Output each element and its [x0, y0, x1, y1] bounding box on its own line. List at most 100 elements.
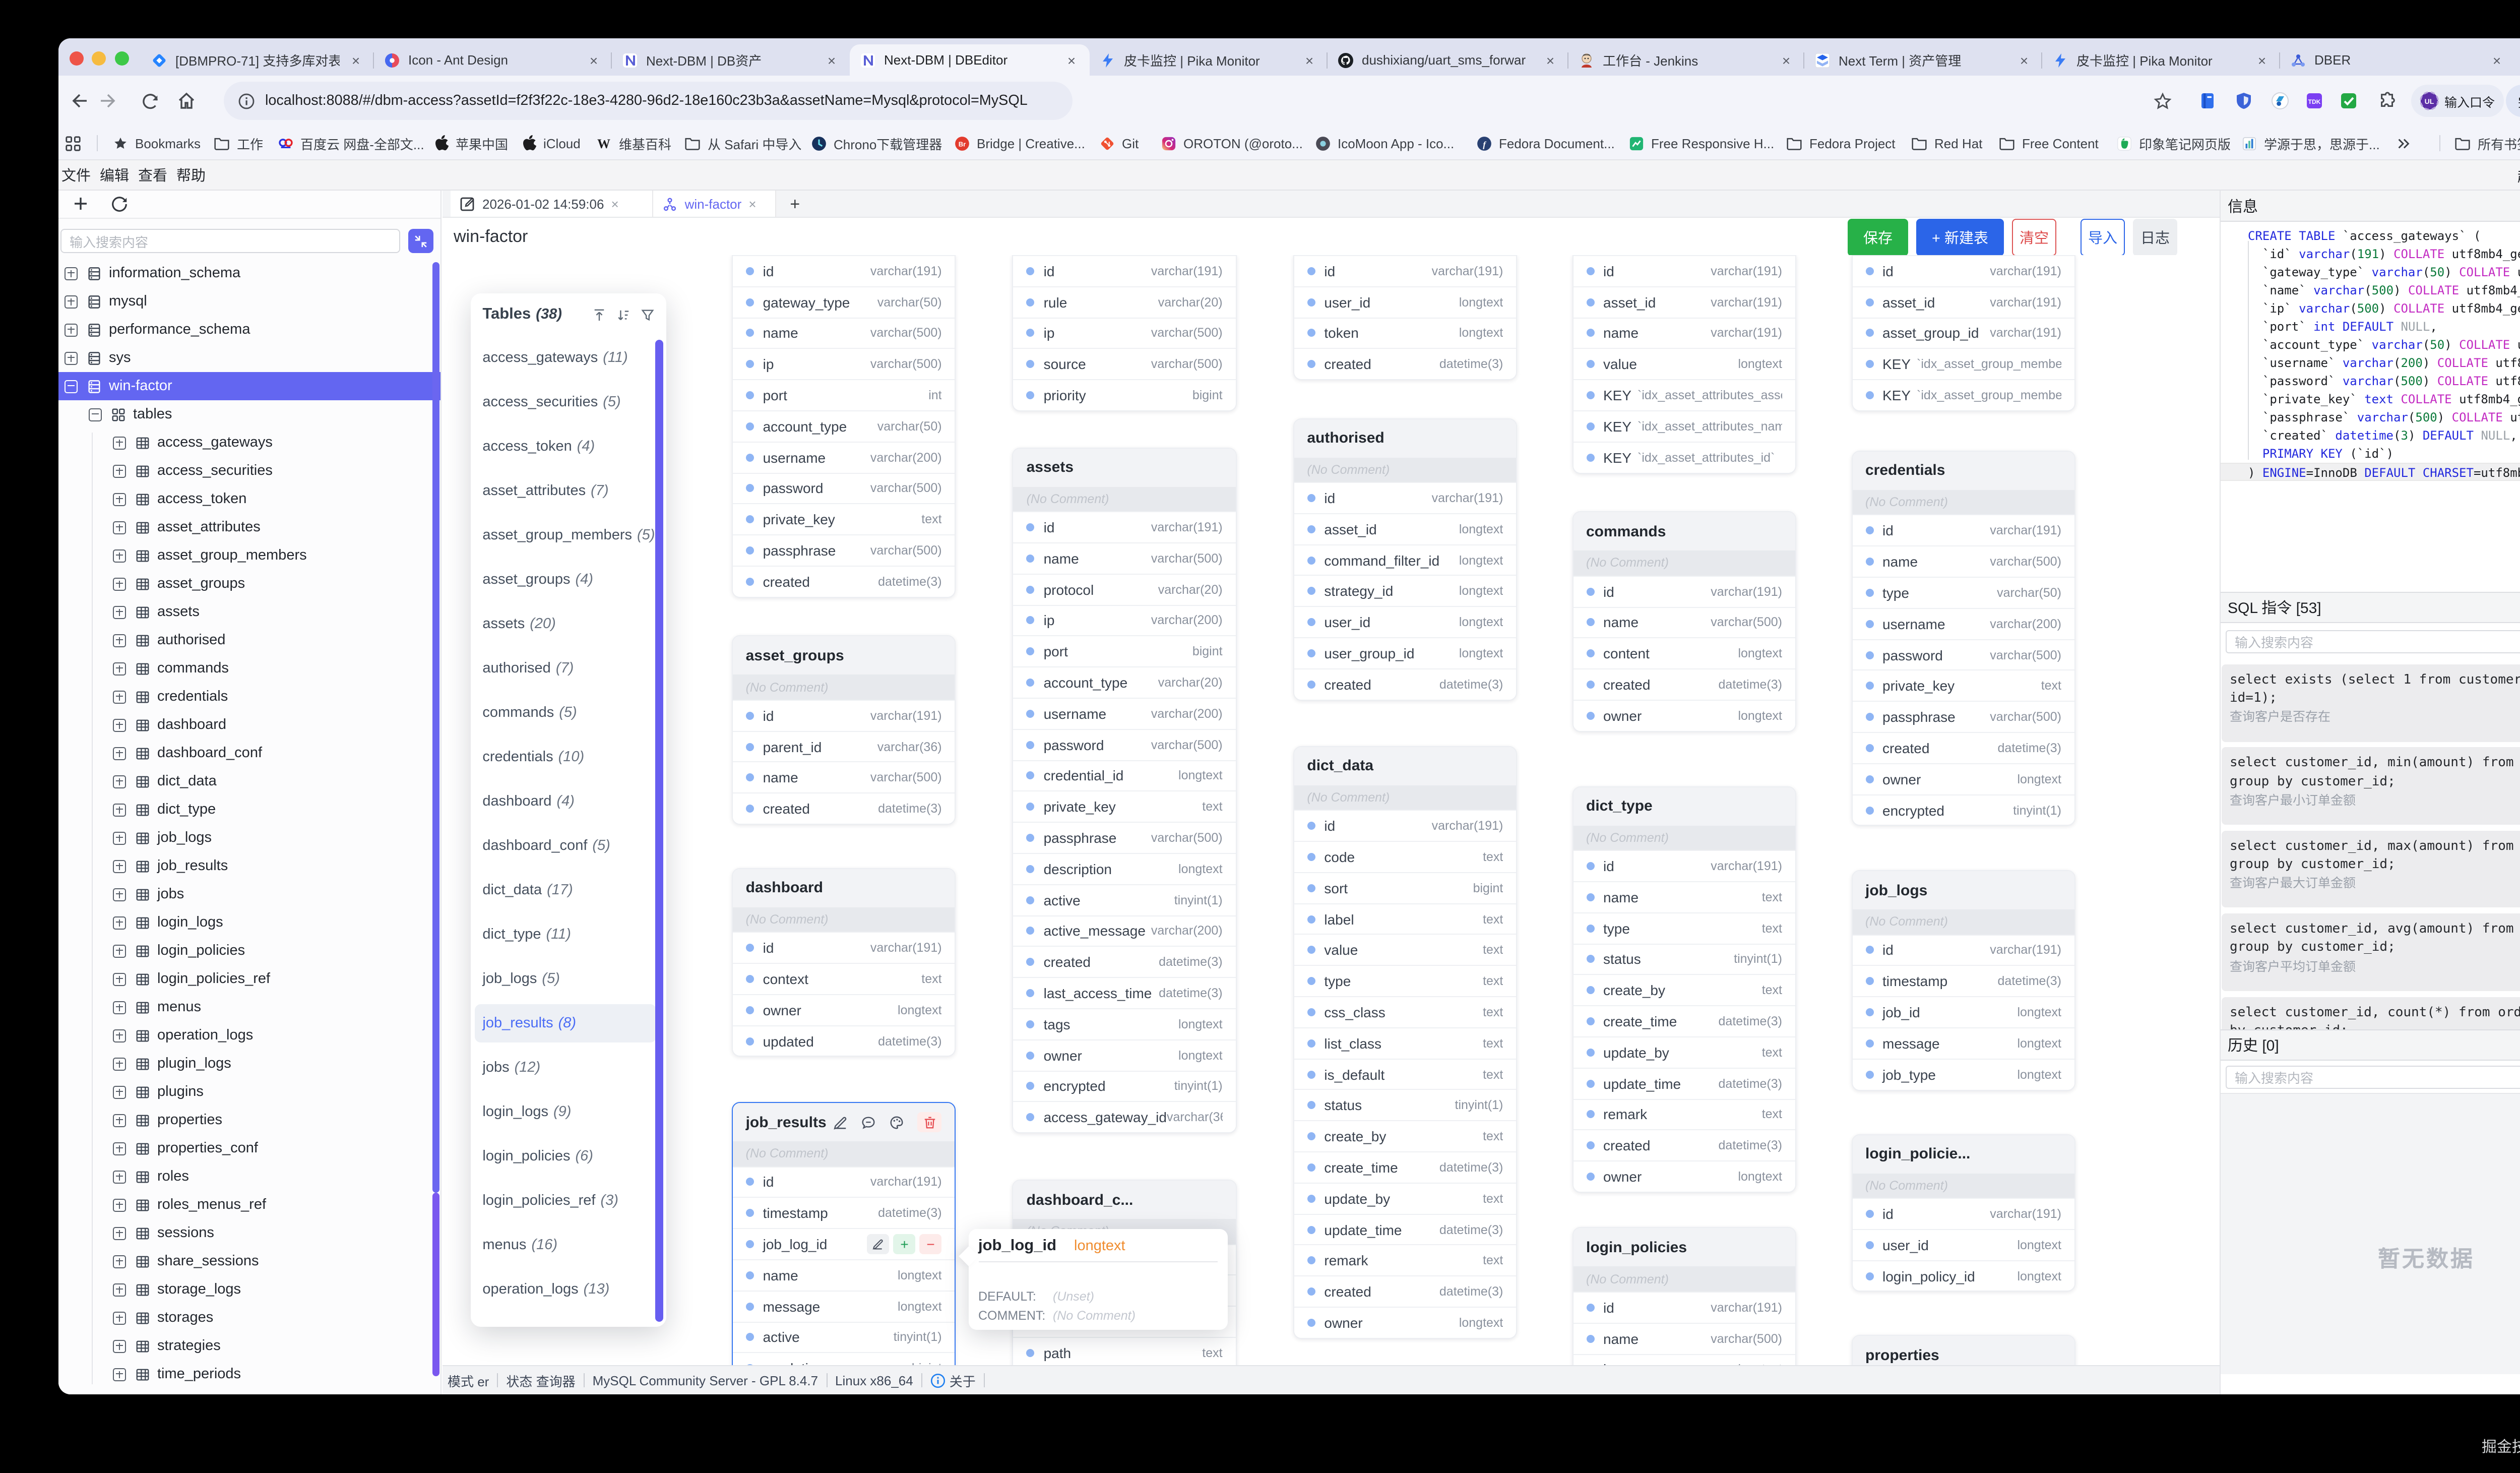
bookmark-10[interactable]: OROTON (@oroto...	[1161, 130, 1303, 156]
expander-icon[interactable]	[113, 577, 126, 590]
table-card-credentials[interactable]: credentials (No Comment) id varchar(191) nam…	[1851, 450, 2075, 826]
field-row[interactable]: type text	[1573, 912, 1795, 944]
card-title[interactable]: job_results	[732, 1103, 955, 1141]
field-row[interactable]: rule varchar(20)	[1013, 286, 1236, 318]
expander-icon[interactable]	[89, 408, 102, 421]
tree-item-time_periods[interactable]: time_periods	[58, 1360, 440, 1388]
tree-item-win-factor[interactable]: win-factor	[58, 372, 440, 400]
field-row[interactable]: username varchar(200)	[1013, 697, 1236, 729]
create-table-sql[interactable]: CREATE TABLE `access_gateways` ( `id` va…	[2221, 223, 2520, 592]
edit-table-icon[interactable]	[833, 1115, 848, 1130]
bookmark-3[interactable]: 苹果中国	[434, 130, 508, 156]
field-row[interactable]: active tinyint(1)	[732, 1321, 955, 1353]
field-row[interactable]: gateway_type varchar(50)	[732, 286, 955, 318]
panel-table-dict_type[interactable]: dict_type (11)	[470, 913, 666, 957]
expander-icon[interactable]	[65, 295, 78, 308]
field-row[interactable]: id varchar(191)	[1294, 810, 1517, 841]
browser-tab-8[interactable]: 皮卡监控 | Pika Monitor ×	[2042, 44, 2280, 76]
bookmark-16[interactable]: Free Content	[1999, 130, 2099, 156]
tree-item-login_logs[interactable]: login_logs	[58, 908, 440, 937]
address-bar[interactable]: localhost:8088/#/dbm-access?assetId=f2f3…	[224, 82, 1073, 120]
field-row[interactable]: create_time datetime(3)	[1573, 1005, 1795, 1036]
expander-icon[interactable]	[113, 690, 126, 703]
panel-table-dashboard[interactable]: dashboard (4)	[470, 780, 666, 824]
expander-icon[interactable]	[113, 747, 126, 760]
panel-table-access_gateways[interactable]: access_gateways (11)	[470, 336, 666, 381]
tree-item-authorised[interactable]: authorised	[58, 626, 440, 654]
table-card-dashboard[interactable]: dashboard (No Comment) id varchar(191) conte…	[731, 868, 956, 1057]
expander-icon[interactable]	[113, 521, 126, 534]
field-row[interactable]: created datetime(3)	[732, 792, 955, 824]
browser-tab-2[interactable]: Next-DBM | DB资产 ×	[612, 44, 850, 76]
field-row[interactable]: message longtext	[1852, 1027, 2074, 1059]
field-row[interactable]: list_class text	[1294, 1027, 1517, 1059]
tree-item-job_results[interactable]: job_results	[58, 852, 440, 880]
editor-tab-0[interactable]: 2026-01-02 14:59:06 ×	[450, 191, 654, 217]
field-row[interactable]: name varchar(500)	[1013, 542, 1236, 574]
field-row[interactable]: passphrase varchar(500)	[1013, 822, 1236, 853]
tab-close-button[interactable]: ×	[2492, 52, 2501, 68]
traffic-light-zoom[interactable]	[115, 51, 129, 66]
tree-item-sessions[interactable]: sessions	[58, 1219, 440, 1247]
field-row[interactable]: path text	[1013, 1336, 1236, 1365]
expander-icon[interactable]	[113, 1311, 126, 1324]
field-row[interactable]: username varchar(200)	[1852, 607, 2074, 639]
collapse-all-button[interactable]	[408, 229, 433, 253]
tree-item-menus[interactable]: menus	[58, 993, 440, 1021]
extension-notebook-icon[interactable]	[2196, 90, 2219, 112]
card-title[interactable]: asset_groups	[732, 636, 955, 675]
expander-icon[interactable]	[113, 1057, 126, 1070]
status-item-4[interactable]: 关于	[949, 1374, 976, 1389]
expander-icon[interactable]	[65, 323, 78, 336]
expander-icon[interactable]	[113, 1339, 126, 1353]
field-row[interactable]: name varchar(500)	[732, 317, 955, 348]
table-card-authorised[interactable]: authorised (No Comment) id varchar(191) asse…	[1293, 418, 1518, 701]
field-row[interactable]: create_time datetime(3)	[1294, 1151, 1517, 1183]
bookmark-13[interactable]: Free Responsive H...	[1629, 130, 1774, 156]
all-bookmarks-button[interactable]: 所有书签	[2454, 130, 2520, 156]
tree-item-share_sessions[interactable]: share_sessions	[58, 1247, 440, 1275]
panel-table-access_token[interactable]: access_token (4)	[470, 425, 666, 469]
update-chrome-pill[interactable]: 完成更新	[2506, 85, 2520, 117]
field-row[interactable]: port int	[732, 379, 955, 410]
card-title[interactable]: properties	[1852, 1336, 2074, 1365]
menu-1[interactable]: 编辑	[100, 168, 129, 185]
expander-icon[interactable]	[113, 605, 126, 619]
panel-table-authorised[interactable]: authorised (7)	[470, 647, 666, 691]
field-row[interactable]: private_key text	[732, 503, 955, 535]
panel-table-job_results[interactable]: job_results (8)	[470, 1002, 666, 1046]
field-row[interactable]: source varchar(500)	[1013, 348, 1236, 380]
browser-tab-4[interactable]: 皮卡监控 | Pika Monitor ×	[1090, 44, 1328, 76]
field-row[interactable]: private_key text	[1852, 669, 2074, 701]
field-row[interactable]: asset_id longtext	[1294, 513, 1517, 544]
field-row[interactable]: timestamp datetime(3)	[732, 1197, 955, 1229]
tree-item-login_policies_ref[interactable]: login_policies_ref	[58, 965, 440, 993]
expander-icon[interactable]	[65, 380, 78, 393]
reload-button[interactable]	[138, 89, 162, 113]
expander-icon[interactable]	[113, 972, 126, 986]
card-title[interactable]: dict_data	[1294, 747, 1517, 785]
tree-item-roles_menus_ref[interactable]: roles_menus_ref	[58, 1191, 440, 1219]
field-row[interactable]: password varchar(500)	[732, 472, 955, 504]
tree-item-storages[interactable]: storages	[58, 1304, 440, 1332]
er-diagram-canvas[interactable]: id varchar(191) gateway_type varchar(50) nam…	[443, 255, 2220, 1365]
expander-icon[interactable]	[113, 1255, 126, 1268]
field-row[interactable]: credential_id longtext	[1013, 760, 1236, 791]
field-row[interactable]: job_log_id + −	[732, 1228, 955, 1259]
field-row[interactable]: update_time datetime(3)	[1294, 1213, 1517, 1245]
expander-icon[interactable]	[113, 944, 126, 957]
field-row[interactable]: id varchar(191)	[732, 255, 955, 286]
tree-item-strategies[interactable]: strategies	[58, 1332, 440, 1360]
panel-table-dashboard_conf[interactable]: dashboard_conf (5)	[470, 824, 666, 869]
card-title[interactable]: login_policie...	[1852, 1135, 2074, 1173]
extensions-puzzle-icon[interactable]	[2376, 90, 2398, 112]
field-row[interactable]: id varchar(191)	[1573, 850, 1795, 881]
expander-icon[interactable]	[113, 775, 126, 788]
field-row[interactable]: strategy_id longtext	[1294, 575, 1517, 606]
refresh-button[interactable]	[110, 194, 129, 213]
expander-icon[interactable]	[113, 1001, 126, 1014]
field-row[interactable]: value longtext	[1573, 348, 1795, 380]
field-row[interactable]: code text	[1294, 841, 1517, 872]
field-row[interactable]: message longtext	[732, 1290, 955, 1322]
